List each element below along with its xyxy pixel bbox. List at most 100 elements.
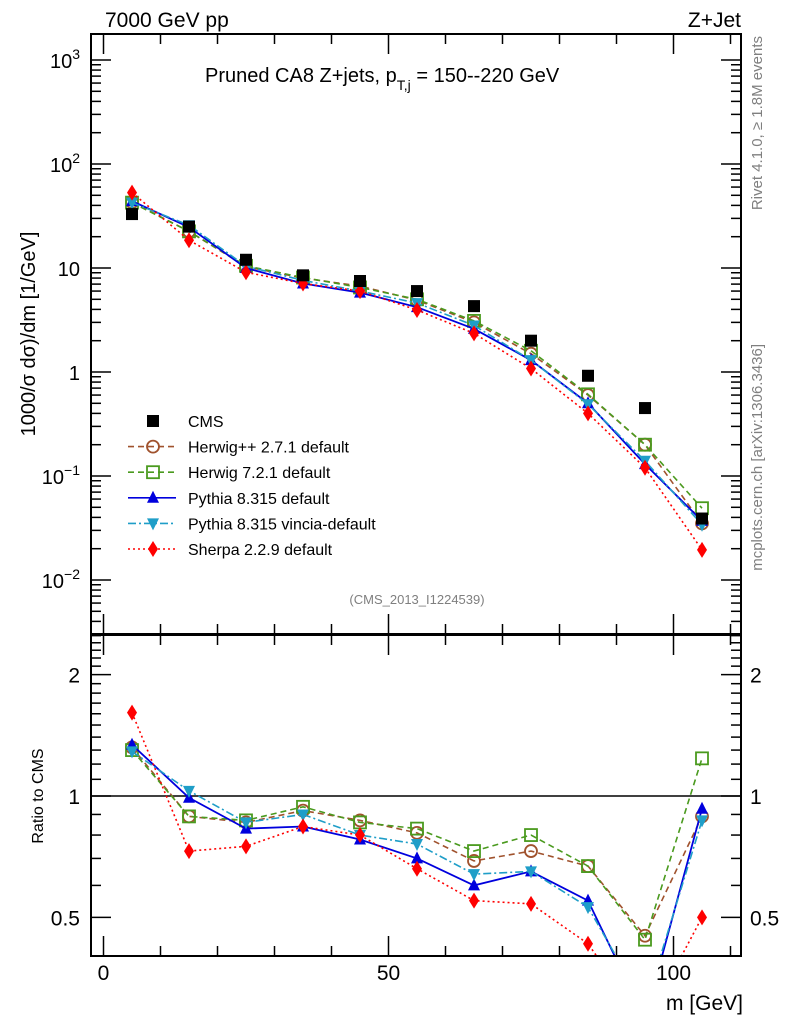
ratio-point-pythia xyxy=(411,851,423,864)
legend-label: CMS xyxy=(188,414,224,431)
legend-label: Pythia 8.315 default xyxy=(188,491,330,508)
ratio-point-sherpa xyxy=(298,818,308,835)
x-tick-label: 50 xyxy=(377,962,400,985)
chart-title-subscript: T,j xyxy=(397,77,411,93)
ratio-point-sherpa xyxy=(697,909,707,926)
ratio-point-herwig7 xyxy=(695,751,709,766)
ratio-point-herwig7 xyxy=(410,821,424,836)
y-tick-label-ratio-right: 0.5 xyxy=(750,907,779,930)
main-point-sherpa xyxy=(583,405,593,422)
ratio-point-herwig7 xyxy=(581,859,595,873)
main-point-sherpa xyxy=(469,325,479,342)
mcplots-label: mcplots.cern.ch [arXiv:1306.3436] xyxy=(749,344,766,571)
ratio-series-vincia xyxy=(126,746,708,956)
legend-label: Herwig++ 2.7.1 default xyxy=(188,440,350,457)
ratio-point-herwig7 xyxy=(467,844,481,858)
header-right: Z+Jet xyxy=(688,9,741,32)
ratio-point-sherpa xyxy=(469,892,479,909)
ratio-point-sherpa xyxy=(412,860,422,877)
main-point-cms xyxy=(411,285,423,298)
main-point-cms xyxy=(468,300,480,313)
main-point-cms xyxy=(525,334,537,347)
legend: CMS Herwig++ 2.7.1 default Herwig 7.2.1 de… xyxy=(128,414,376,559)
ratio-plot-frame xyxy=(90,634,742,957)
y-tick-label-ratio: 2 xyxy=(68,665,80,688)
legend-item-herwigpp: Herwig++ 2.7.1 default xyxy=(128,440,350,457)
main-point-vincia xyxy=(126,197,138,210)
header-left: 7000 GeV pp xyxy=(105,9,229,32)
y-tick-label-ratio-right: 1 xyxy=(750,786,762,809)
ratio-point-sherpa xyxy=(127,704,137,721)
legend-marker-cms xyxy=(147,415,159,427)
legend-label: Herwig 7.2.1 default xyxy=(188,465,331,482)
legend-marker-herwigpp xyxy=(146,439,160,454)
main-point-cms xyxy=(354,274,366,287)
ratio-point-sherpa xyxy=(583,935,593,952)
chart-title-tail: = 150--220 GeV xyxy=(411,65,560,87)
ratio-point-herwig7 xyxy=(182,809,196,824)
main-point-cms xyxy=(240,253,252,266)
main-point-sherpa xyxy=(697,541,707,558)
legend-item-vincia: Pythia 8.315 vincia-default xyxy=(128,516,376,533)
main-point-cms xyxy=(183,220,195,233)
ratio-point-herwig7 xyxy=(638,932,652,947)
ratio-line-vincia xyxy=(131,750,703,956)
ratio-point-pythia xyxy=(468,878,480,891)
ratio-line-pythia xyxy=(131,744,703,956)
ratio-point-vincia xyxy=(411,839,423,852)
y-tick-label-main: 10 xyxy=(58,259,80,281)
legend-marker-vincia xyxy=(147,518,159,531)
y-tick-label-main: 10−2 xyxy=(42,566,80,593)
main-point-cms xyxy=(126,208,138,221)
main-point-sherpa xyxy=(640,459,650,476)
rivet-version-label: Rivet 4.1.0, ≥ 1.8M events xyxy=(749,36,766,210)
legend-label: Pythia 8.315 vincia-default xyxy=(188,516,376,533)
ratio-point-sherpa xyxy=(241,838,251,855)
ratio-series-pythia xyxy=(126,737,708,956)
main-series-sherpa xyxy=(127,184,707,558)
y-tick-label-ratio: 1 xyxy=(68,786,80,809)
main-point-cms xyxy=(639,402,651,415)
main-point-cms xyxy=(696,512,708,525)
ratio-point-vincia xyxy=(297,809,309,822)
x-axis-label: m [GeV] xyxy=(666,992,743,1015)
legend-marker-herwig7 xyxy=(146,465,160,480)
ratio-point-pythia xyxy=(696,801,708,814)
main-point-cms xyxy=(297,269,309,282)
main-point-herwig7 xyxy=(638,437,652,452)
legend-marker-sherpa xyxy=(148,541,158,557)
x-tick-label: 0 xyxy=(98,962,110,985)
analysis-id-label: (CMS_2013_I1224539) xyxy=(349,592,484,607)
ratio-point-sherpa xyxy=(184,843,194,860)
legend-item-pythia: Pythia 8.315 default xyxy=(128,490,330,508)
chart-title-main: Pruned CA8 Z+jets, p xyxy=(205,65,397,87)
ratio-point-sherpa xyxy=(526,895,536,912)
main-point-sherpa xyxy=(355,283,365,300)
ratio-point-vincia xyxy=(468,869,480,882)
legend-item-sherpa: Sherpa 2.2.9 default xyxy=(128,541,333,559)
ratio-point-vincia xyxy=(183,785,195,798)
ratio-point-vincia xyxy=(582,902,594,915)
ratio-point-herwigpp xyxy=(467,854,481,868)
ratio-point-vincia xyxy=(240,817,252,830)
chart-title: Pruned CA8 Z+jets, pT,j = 150--220 GeV xyxy=(205,65,560,93)
ratio-point-herwig7 xyxy=(524,828,538,842)
ratio-series-sherpa xyxy=(127,704,707,956)
ratio-point-sherpa xyxy=(355,827,365,844)
x-tick-label: 100 xyxy=(656,962,691,985)
main-point-sherpa xyxy=(127,184,137,201)
y-tick-label-main: 103 xyxy=(50,46,80,73)
legend-item-cms: CMS xyxy=(147,414,224,431)
ratio-line-herwigpp xyxy=(131,746,703,938)
y-axis-label-ratio: Ratio to CMS xyxy=(30,748,47,843)
ratio-point-vincia xyxy=(525,866,537,879)
ratio-point-vincia xyxy=(126,746,138,759)
ratio-point-herwigpp xyxy=(524,844,538,858)
y-tick-label-main: 1 xyxy=(69,363,80,385)
legend-item-herwig7: Herwig 7.2.1 default xyxy=(128,465,331,482)
main-point-sherpa xyxy=(526,360,536,377)
y-tick-label-ratio-right: 2 xyxy=(750,665,762,688)
main-point-sherpa xyxy=(241,264,251,281)
ratio-point-vincia xyxy=(696,815,708,828)
